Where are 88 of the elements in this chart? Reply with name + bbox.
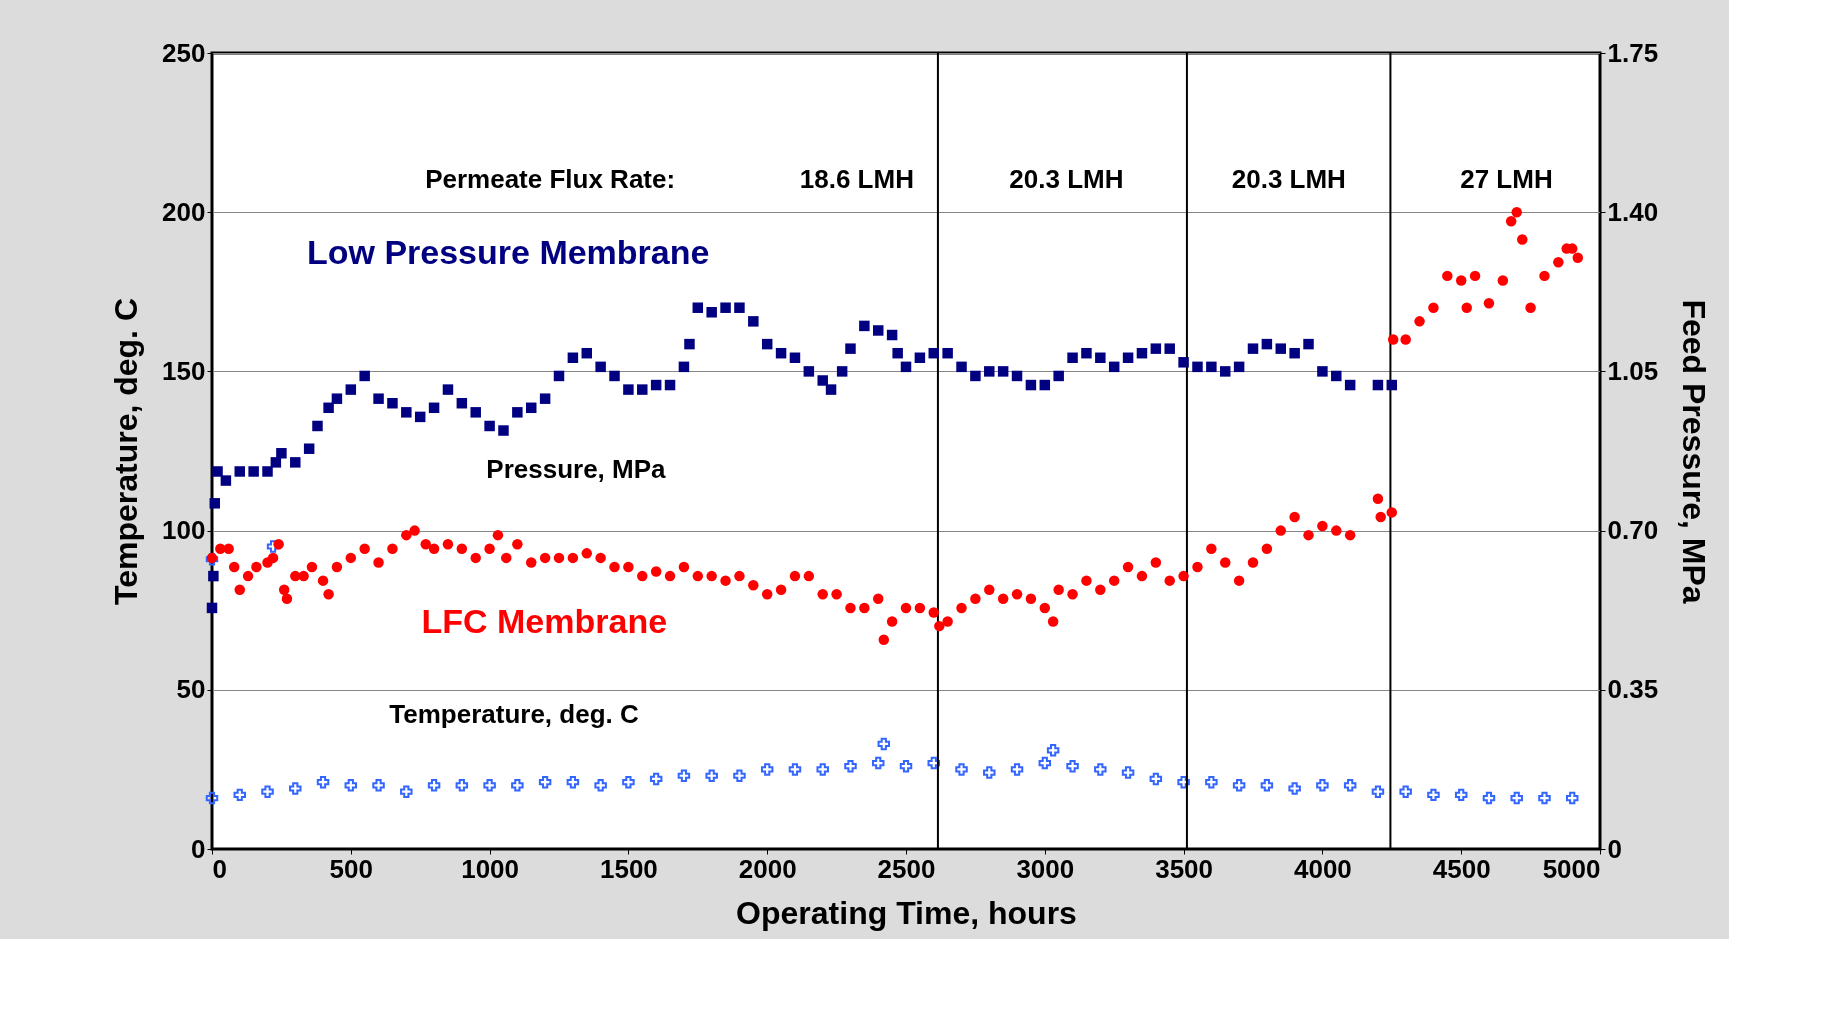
- annotation: 18.6 LMH: [799, 164, 914, 195]
- point: [372, 779, 385, 792]
- point: [899, 759, 913, 773]
- point: [1046, 744, 1060, 757]
- point: [266, 540, 280, 553]
- point: [1260, 779, 1274, 792]
- point: [1427, 788, 1440, 802]
- y2-tick-label: 0.70: [1607, 515, 1659, 546]
- series-label: Temperature, deg. C: [389, 699, 639, 730]
- x-tick-label: 4500: [1432, 853, 1491, 884]
- point: [566, 775, 580, 789]
- x-tick-label: 4000: [1293, 853, 1352, 884]
- x-axis-title: Operating Time, hours: [736, 894, 1077, 931]
- x-tick-label: 0: [212, 853, 227, 884]
- point: [1343, 779, 1357, 792]
- series-label: Low Pressure Membrane: [306, 232, 710, 271]
- point: [1566, 791, 1579, 805]
- point: [788, 763, 802, 776]
- point: [455, 779, 469, 792]
- point: [316, 775, 330, 789]
- x-tick-label: 3000: [1016, 853, 1075, 884]
- y-axis-title: Temperature, deg. C: [108, 297, 145, 606]
- point: [400, 785, 413, 798]
- point: [1482, 791, 1496, 805]
- annotation: 27 LMH: [1460, 164, 1553, 195]
- point: [816, 763, 829, 776]
- y2-tick-label: 1.75: [1607, 37, 1659, 68]
- x-tick-label: 3500: [1155, 853, 1214, 884]
- point: [1205, 775, 1218, 789]
- y-tick-label: 200: [162, 196, 206, 227]
- y-tick-label: 100: [162, 515, 206, 546]
- x-tick-label: 500: [329, 853, 373, 884]
- point: [1454, 788, 1468, 802]
- point: [1232, 779, 1246, 792]
- point: [955, 763, 968, 776]
- y-tick-label: 0: [191, 833, 206, 864]
- point: [844, 759, 857, 773]
- point: [1177, 775, 1190, 789]
- y-tick-label: 50: [176, 674, 206, 705]
- point: [1038, 756, 1052, 770]
- point: [233, 788, 246, 802]
- point: [983, 766, 996, 779]
- point: [1538, 791, 1551, 805]
- y2-tick-label: 0.35: [1607, 674, 1659, 705]
- point: [344, 779, 358, 792]
- annotation: 20.3 LMH: [1231, 164, 1346, 195]
- annotation: Pressure, MPa: [486, 454, 667, 485]
- point: [1094, 763, 1107, 776]
- point: [1066, 759, 1079, 773]
- point: [427, 779, 441, 792]
- point: [483, 779, 496, 792]
- y2-tick-label: 0: [1607, 833, 1622, 864]
- y2-tick-label: 1.40: [1607, 196, 1659, 227]
- point: [1121, 766, 1135, 779]
- point: [538, 775, 552, 789]
- point: [594, 779, 607, 792]
- point: [1149, 772, 1163, 786]
- annotation: Permeate Flux Rate:: [425, 164, 676, 195]
- point: [1288, 782, 1301, 795]
- point: [649, 772, 663, 786]
- x-tick-label: 5000: [1542, 853, 1601, 884]
- point: [1316, 779, 1329, 792]
- x-tick-label: 2500: [877, 853, 936, 884]
- point: [511, 779, 524, 792]
- point: [289, 782, 302, 795]
- point: [1371, 785, 1385, 798]
- point: [872, 756, 885, 770]
- point: [677, 769, 691, 783]
- point: [927, 756, 940, 770]
- point: [1399, 785, 1412, 798]
- point: [1010, 763, 1024, 776]
- series-label: LFC Membrane: [421, 601, 668, 640]
- annotation: 20.3 LMH: [1009, 164, 1124, 195]
- x-tick-label: 1000: [461, 853, 520, 884]
- point: [1510, 791, 1523, 805]
- point: [261, 785, 274, 798]
- y2-tick-label: 1.05: [1607, 355, 1659, 386]
- point: [705, 769, 718, 783]
- y2-axis-title: Feed Pressure, MPa: [1676, 299, 1713, 604]
- point: [205, 791, 219, 805]
- point: [733, 769, 746, 783]
- point: [760, 763, 774, 776]
- y-tick-label: 150: [162, 355, 206, 386]
- x-tick-label: 2000: [738, 853, 797, 884]
- point: [622, 775, 635, 789]
- point: [877, 737, 891, 751]
- x-tick-label: 1500: [599, 853, 658, 884]
- y-tick-label: 250: [162, 37, 206, 68]
